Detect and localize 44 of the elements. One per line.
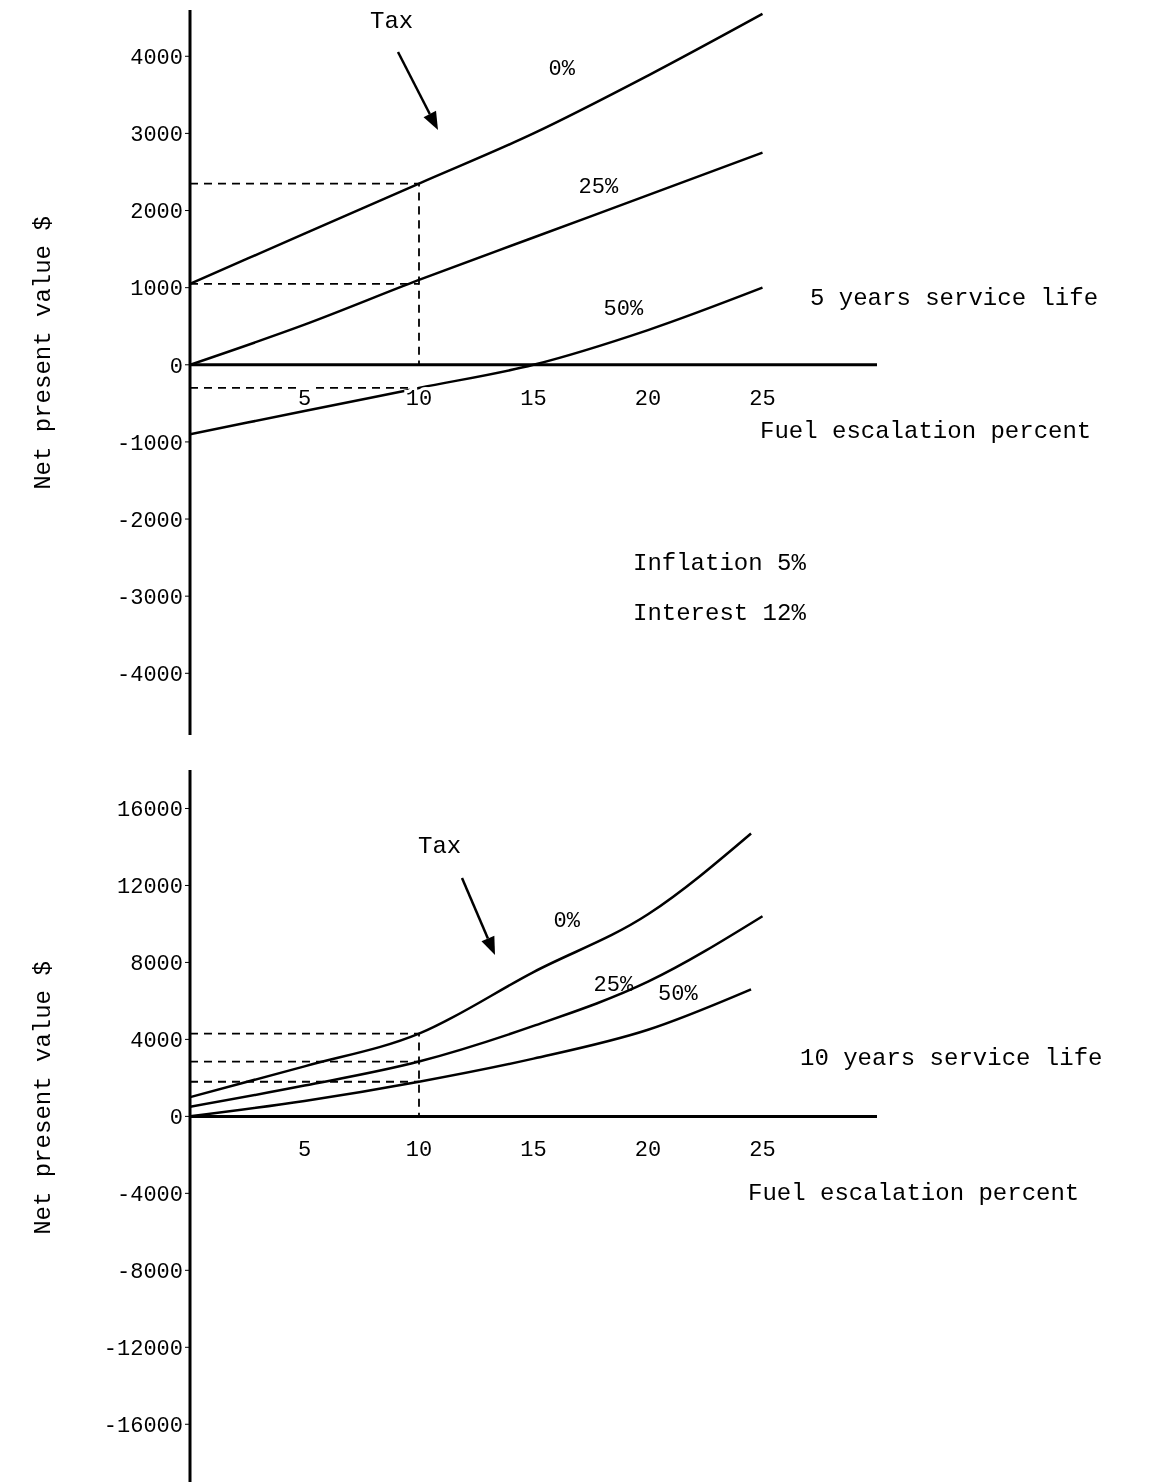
x-tick-label: 10 xyxy=(405,386,433,412)
y-tick-label: -4000 xyxy=(116,1183,183,1209)
series-label: 25% xyxy=(593,972,634,998)
y-tick-label: -4000 xyxy=(116,663,183,689)
x-axis-title: Fuel escalation percent xyxy=(748,1180,1080,1207)
y-tick-label: 12000 xyxy=(116,875,183,901)
annotation: Interest 12% xyxy=(633,600,806,627)
y-tick-label: -2000 xyxy=(116,508,183,534)
x-tick-label: 25 xyxy=(749,386,776,412)
y-tick-label: 0 xyxy=(169,1106,183,1132)
y-tick-label: -3000 xyxy=(116,585,183,611)
x-tick-label: 15 xyxy=(520,386,547,412)
series-label: 0% xyxy=(553,909,581,935)
x-tick-label: 25 xyxy=(749,1138,776,1164)
y-tick-label: 8000 xyxy=(130,952,183,978)
y-tick-label: 4000 xyxy=(130,1029,183,1055)
x-tick-label: 5 xyxy=(297,1138,312,1164)
x-tick-label: 5 xyxy=(297,386,312,412)
y-tick-label: -16000 xyxy=(103,1414,183,1440)
x-tick-label: 20 xyxy=(634,386,662,412)
y-tick-label: 3000 xyxy=(130,123,183,149)
y-axis-title: Net present value $ xyxy=(30,961,57,1235)
annotation: Tax xyxy=(418,833,462,860)
y-tick-label: -12000 xyxy=(103,1337,183,1363)
y-tick-label: -1000 xyxy=(116,431,183,457)
series-label: 0% xyxy=(548,57,576,83)
y-axis-title: Net present value $ xyxy=(30,216,57,490)
y-tick-label: 1000 xyxy=(130,277,183,303)
x-tick-label: 15 xyxy=(520,1138,547,1164)
series-label: 50% xyxy=(658,981,699,1007)
annotation: Tax xyxy=(370,8,414,35)
x-tick-label: 20 xyxy=(634,1138,662,1164)
annotation: 5 years service life xyxy=(810,285,1099,312)
y-tick-label: 4000 xyxy=(130,46,183,72)
y-tick-label: 2000 xyxy=(130,200,183,226)
x-tick-label: 10 xyxy=(405,1138,433,1164)
annotation: Inflation 5% xyxy=(633,550,806,577)
annotation: 10 years service life xyxy=(800,1045,1103,1072)
series-label: 25% xyxy=(578,174,619,200)
y-tick-label: -8000 xyxy=(116,1260,183,1286)
y-tick-label: 16000 xyxy=(116,798,183,824)
series-label: 50% xyxy=(603,296,644,322)
x-axis-title: Fuel escalation percent xyxy=(760,418,1092,445)
y-tick-label: 0 xyxy=(169,354,183,380)
